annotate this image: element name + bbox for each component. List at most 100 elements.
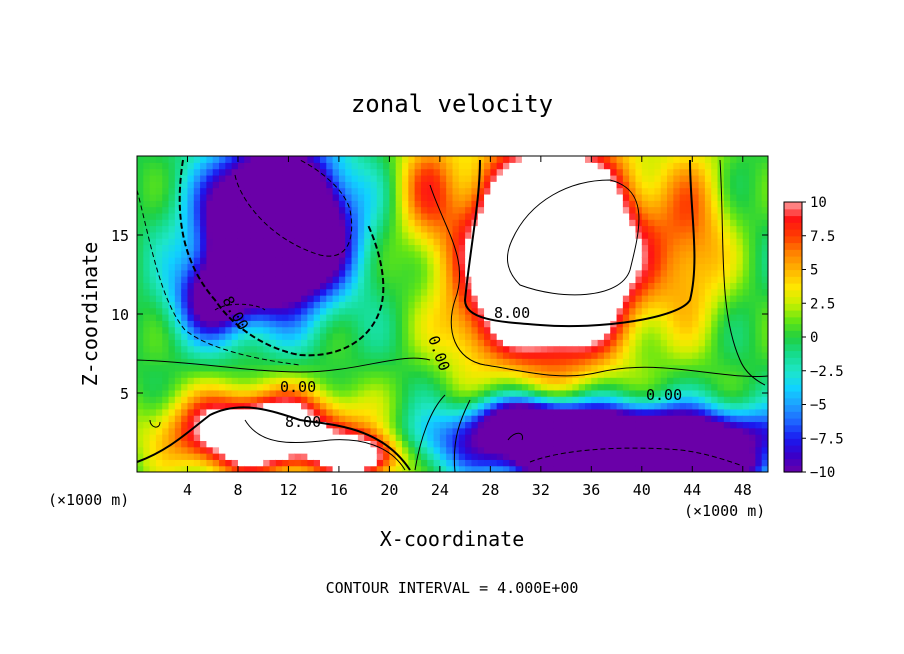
heatmap-cell [357, 206, 365, 214]
heatmap-cell [534, 156, 542, 163]
heatmap-cell [761, 459, 768, 467]
heatmap-cell [332, 440, 340, 448]
heatmap-cell [275, 320, 283, 328]
heatmap-cell [477, 263, 485, 271]
heatmap-cell [200, 402, 208, 410]
heatmap-cell [477, 168, 485, 176]
heatmap-cell [534, 307, 542, 315]
heatmap-cell [742, 206, 750, 214]
heatmap-cell [717, 434, 725, 441]
heatmap-cell [383, 377, 390, 385]
heatmap-cell [698, 269, 706, 277]
heatmap-cell [534, 377, 542, 385]
heatmap-cell [660, 415, 668, 423]
heatmap-cell [155, 276, 163, 283]
heatmap-cell [231, 383, 239, 391]
heatmap-cell [704, 465, 712, 472]
heatmap-cell [465, 320, 473, 328]
heatmap-cell [149, 370, 157, 378]
heatmap-cell [212, 288, 220, 296]
heatmap-cell [137, 332, 144, 340]
heatmap-cell [547, 434, 555, 441]
heatmap-cell [704, 187, 712, 195]
heatmap-cell [585, 364, 592, 372]
heatmap-cell [187, 238, 195, 246]
heatmap-cell [635, 383, 643, 391]
heatmap-cell [648, 238, 656, 246]
heatmap-cell [484, 446, 491, 454]
heatmap-cell [351, 415, 359, 423]
heatmap-cell [250, 396, 258, 404]
heatmap-cell [673, 314, 681, 321]
heatmap-cell [408, 332, 416, 340]
heatmap-cell [673, 263, 681, 271]
heatmap-cell [275, 244, 283, 252]
heatmap-cell [427, 358, 435, 366]
heatmap-cell [490, 389, 498, 397]
heatmap-cell [629, 288, 637, 296]
heatmap-cell [364, 453, 372, 460]
heatmap-cell [383, 326, 390, 334]
heatmap-cell [553, 200, 561, 208]
heatmap-cell [357, 402, 365, 410]
heatmap-cell [162, 174, 170, 182]
heatmap-cell [540, 465, 548, 472]
heatmap-cell [540, 174, 548, 182]
heatmap-cell [547, 415, 555, 423]
heatmap-cell [231, 238, 239, 246]
heatmap-cell [181, 219, 189, 227]
heatmap-cell [332, 295, 340, 302]
heatmap-cell [692, 383, 700, 391]
heatmap-cell [168, 339, 176, 347]
heatmap-cell [149, 459, 157, 467]
heatmap-cell [534, 434, 542, 441]
heatmap-cell [610, 421, 618, 429]
heatmap-cell [559, 332, 567, 340]
heatmap-cell [383, 168, 390, 176]
heatmap-cell [730, 396, 738, 404]
heatmap-cell [282, 282, 290, 290]
heatmap-cell [515, 326, 523, 334]
heatmap-cell [635, 434, 643, 441]
heatmap-cell [591, 257, 599, 265]
heatmap-cell [654, 307, 662, 315]
heatmap-cell [433, 364, 441, 372]
heatmap-cell [187, 162, 195, 170]
heatmap-cell [635, 276, 643, 283]
heatmap-cell [345, 250, 353, 258]
heatmap-cell [288, 269, 296, 277]
heatmap-cell [704, 219, 712, 227]
heatmap-cell [578, 187, 586, 195]
heatmap-cell [137, 339, 144, 347]
heatmap-cell [313, 351, 321, 359]
heatmap-cell [484, 263, 491, 271]
heatmap-cell [446, 314, 454, 321]
heatmap-cell [685, 174, 693, 182]
heatmap-cell [673, 181, 681, 189]
heatmap-cell [231, 446, 239, 454]
heatmap-cell [484, 320, 491, 328]
heatmap-cell [351, 156, 359, 163]
heatmap-cell [673, 225, 681, 233]
heatmap-cell [692, 402, 700, 410]
heatmap-cell [427, 339, 435, 347]
heatmap-cell [168, 377, 176, 385]
heatmap-cell [547, 314, 555, 321]
heatmap-cell [402, 446, 409, 454]
heatmap-cell [717, 231, 725, 239]
heatmap-cell [755, 440, 763, 448]
heatmap-cell [187, 370, 195, 378]
heatmap-cell [225, 320, 233, 328]
heatmap-cell [496, 326, 504, 334]
heatmap-cell [225, 282, 233, 290]
heatmap-cell [263, 351, 271, 359]
heatmap-cell [679, 174, 687, 182]
heatmap-cell [465, 225, 473, 233]
heatmap-cell [143, 282, 151, 290]
heatmap-cell [673, 250, 681, 258]
heatmap-cell [275, 427, 283, 435]
heatmap-cell [641, 332, 649, 340]
heatmap-cell [143, 301, 151, 309]
heatmap-cell [502, 332, 510, 340]
heatmap-cell [521, 174, 529, 182]
